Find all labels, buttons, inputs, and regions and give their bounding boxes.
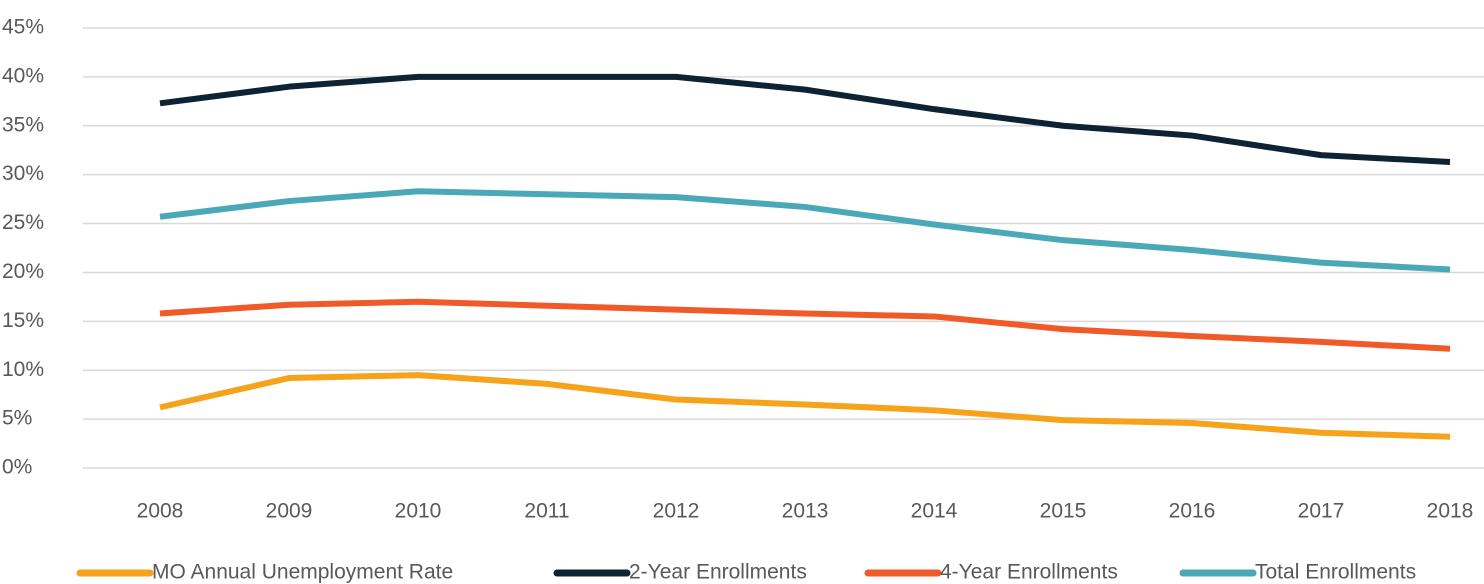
series-line (159, 73, 1451, 165)
x-tick-label: 2010 (395, 500, 442, 523)
y-tick-label: 20% (2, 260, 44, 283)
x-tick-label: 2016 (1169, 500, 1216, 523)
series-line (159, 372, 1451, 440)
x-tick-label: 2008 (137, 500, 184, 523)
x-tick-label: 2014 (911, 500, 958, 523)
legend-label: Total Enrollments (1255, 561, 1416, 584)
x-tick-label: 2018 (1427, 500, 1474, 523)
y-tick-label: 45% (2, 16, 44, 39)
y-tick-label: 30% (2, 162, 44, 185)
x-tick-label: 2009 (266, 500, 313, 523)
y-tick-label: 35% (2, 113, 44, 136)
x-tick-label: 2012 (653, 500, 700, 523)
y-tick-label: 25% (2, 211, 44, 234)
legend-label: MO Annual Unemployment Rate (152, 561, 453, 584)
legend-label: 4-Year Enrollments (940, 561, 1118, 584)
series-line (159, 298, 1451, 352)
y-tick-label: 40% (2, 64, 44, 87)
y-tick-label: 10% (2, 358, 44, 381)
series-line (159, 188, 1451, 273)
x-tick-label: 2013 (782, 500, 829, 523)
y-tick-label: 15% (2, 309, 44, 332)
x-tick-label: 2017 (1298, 500, 1345, 523)
x-tick-label: 2015 (1040, 500, 1087, 523)
y-tick-label: 5% (2, 407, 32, 430)
x-tick-label: 2011 (524, 500, 569, 523)
y-tick-label: 0% (2, 456, 32, 479)
legend-label: 2-Year Enrollments (629, 561, 807, 584)
